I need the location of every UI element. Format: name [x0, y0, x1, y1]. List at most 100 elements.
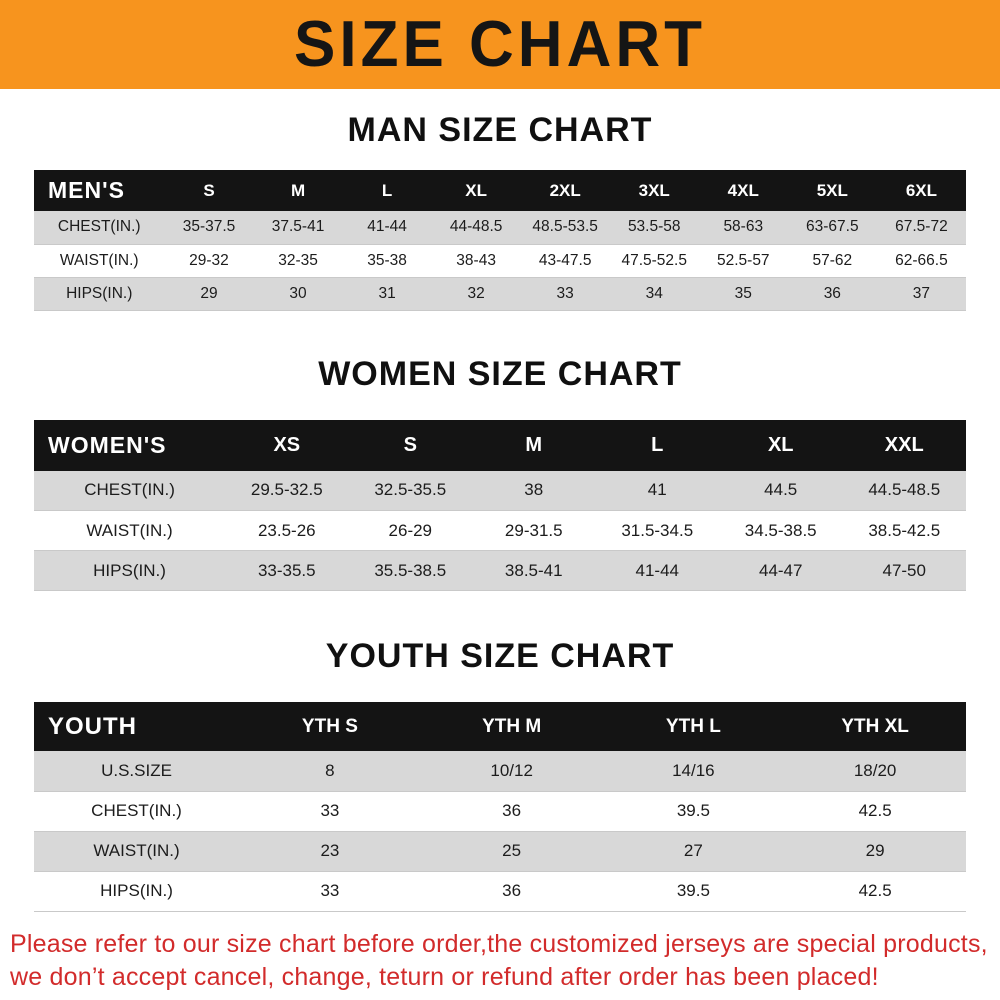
size-column-header: XS — [273, 433, 301, 456]
youth-section-heading: YOUTH SIZE CHART — [325, 637, 675, 675]
size-value-cell: 14/16 — [672, 760, 715, 780]
size-value-cell: 35-37.5 — [182, 218, 236, 236]
size-value-cell: 36 — [502, 881, 522, 900]
size-value-cell: 31.5-34.5 — [621, 520, 694, 540]
row-label-cell: HIPS(IN.) — [93, 560, 166, 580]
size-value-cell: 42.5 — [858, 801, 892, 820]
size-column-header: 6XL — [905, 180, 938, 200]
table-title-cell: YOUTH — [48, 712, 137, 740]
size-value-cell: 10/12 — [490, 760, 533, 780]
size-value-cell: 35.5-38.5 — [374, 560, 447, 580]
size-value-cell: 41 — [647, 480, 667, 500]
size-column-header: 4XL — [727, 180, 759, 200]
table-header-row: YOUTH YTH S YTH M YTH L YTH XL — [34, 702, 966, 751]
size-value-cell: 52.5-57 — [716, 251, 770, 269]
table-header-row: WOMEN'S XS S M L XL XXL — [34, 419, 966, 471]
size-value-cell: 36 — [823, 284, 841, 302]
size-value-cell: 25 — [502, 841, 522, 860]
size-value-cell: 8 — [325, 760, 335, 780]
size-column-header: S — [403, 433, 417, 456]
size-column-header: M — [290, 180, 306, 200]
size-value-cell: 27 — [683, 841, 703, 860]
table-row: HIPS(IN.) 33-35.5 35.5-38.5 38.5-41 41-44 44-… — [34, 550, 966, 591]
size-column-header: 3XL — [638, 180, 670, 200]
order-policy-line-1: Please refer to our size chart before or… — [10, 929, 988, 958]
size-value-cell: 38.5-42.5 — [868, 520, 941, 540]
size-value-cell: 63-67.5 — [806, 218, 859, 236]
size-value-cell: 41-44 — [367, 218, 407, 236]
size-value-cell: 32-35 — [278, 251, 318, 269]
man-section-heading: MAN SIZE CHART — [347, 111, 653, 149]
table-title-cell: WOMEN'S — [48, 431, 167, 458]
row-label-cell: CHEST(IN.) — [91, 801, 182, 820]
youth-size-section: YOUTH SIZE CHART YOUTH YTH S YTH M YTH L YTH… — [0, 637, 1000, 912]
size-value-cell: 67.5-72 — [895, 218, 948, 236]
size-value-cell: 32.5-35.5 — [374, 480, 447, 500]
table-row: WAIST(IN.) 29-32 32-35 35-38 38-43 43-47.5 47.… — [34, 244, 966, 277]
size-value-cell: 44.5-48.5 — [868, 480, 941, 500]
size-value-cell: 35-38 — [367, 251, 407, 269]
size-value-cell: 44-48.5 — [449, 218, 503, 236]
size-value-cell: 30 — [289, 284, 307, 302]
size-value-cell: 41-44 — [635, 560, 679, 580]
size-chart-content: MAN SIZE CHART MEN'S S M L XL 2XL 3XL 4XL 5XL 6XL… — [0, 111, 1000, 995]
size-value-cell: 43-47.5 — [538, 251, 592, 269]
size-value-cell: 18/20 — [853, 760, 897, 780]
size-value-cell: 29-32 — [189, 251, 229, 269]
size-column-header: L — [651, 433, 664, 456]
size-value-cell: 62-66.5 — [895, 251, 948, 269]
banner-title: SIZE CHART — [294, 8, 706, 81]
size-column-header: YTH S — [301, 715, 358, 737]
row-label-cell: WAIST(IN.) — [86, 520, 173, 540]
table-title-cell: MEN'S — [48, 177, 125, 203]
row-label-cell: WAIST(IN.) — [93, 841, 180, 860]
youth-size-table: YOUTH YTH S YTH M YTH L YTH XL U.S.SIZE 8 10/12… — [34, 702, 966, 912]
size-value-cell: 53.5-58 — [627, 218, 681, 236]
size-value-cell: 33 — [320, 801, 340, 820]
size-value-cell: 32 — [467, 284, 485, 302]
size-value-cell: 57-62 — [812, 251, 853, 269]
size-column-header: L — [381, 180, 393, 200]
size-value-cell: 23.5-26 — [257, 520, 316, 540]
size-value-cell: 34 — [645, 284, 663, 302]
size-column-header: M — [525, 433, 543, 456]
table-row: CHEST(IN.) 35-37.5 37.5-41 41-44 44-48.5 48.5… — [34, 211, 966, 244]
size-value-cell: 31 — [378, 284, 396, 302]
size-value-cell: 38 — [524, 480, 544, 500]
size-value-cell: 29-31.5 — [504, 520, 563, 540]
table-row: HIPS(IN.) 29 30 31 32 33 34 35 36 37 — [34, 277, 966, 310]
size-column-header: YTH M — [482, 715, 542, 737]
size-value-cell: 42.5 — [858, 881, 892, 900]
size-value-cell: 29 — [865, 841, 885, 860]
row-label-cell: U.S.SIZE — [101, 760, 172, 780]
size-value-cell: 26-29 — [388, 520, 433, 540]
size-value-cell: 38.5-41 — [504, 560, 563, 580]
size-value-cell: 37 — [912, 284, 931, 302]
women-size-section: WOMEN SIZE CHART WOMEN'S XS S M L XL XXL CHEST(… — [0, 355, 1000, 592]
row-label-cell: CHEST(IN.) — [57, 218, 141, 236]
size-column-header: S — [203, 180, 215, 200]
size-column-header: YTH XL — [841, 715, 909, 737]
man-size-table: MEN'S S M L XL 2XL 3XL 4XL 5XL 6XL CHEST(IN.) 35-37… — [34, 170, 966, 311]
size-value-cell: 39.5 — [676, 801, 710, 820]
table-row: WAIST(IN.) 23.5-26 26-29 29-31.5 31.5-34.5 34… — [34, 510, 966, 551]
size-value-cell: 44-47 — [758, 560, 803, 580]
size-value-cell: 35 — [734, 284, 752, 302]
size-value-cell: 38-43 — [456, 251, 496, 269]
table-row: HIPS(IN.) 33 36 39.5 42.5 — [34, 871, 966, 911]
table-row: CHEST(IN.) 29.5-32.5 32.5-35.5 38 41 44.5 44.5… — [34, 470, 966, 511]
table-row: CHEST(IN.) 33 36 39.5 42.5 — [34, 791, 966, 831]
row-label-cell: CHEST(IN.) — [84, 480, 175, 500]
size-value-cell: 44.5 — [764, 480, 798, 500]
table-header-row: MEN'S S M L XL 2XL 3XL 4XL 5XL 6XL — [34, 170, 966, 211]
row-label-cell: HIPS(IN.) — [66, 284, 133, 302]
size-value-cell: 47-50 — [882, 560, 926, 580]
size-value-cell: 37.5-41 — [271, 218, 325, 236]
size-value-cell: 33 — [556, 284, 574, 302]
size-value-cell: 47.5-52.5 — [621, 251, 687, 269]
order-policy-line-2: we don’t accept cancel, change, teturn o… — [10, 963, 879, 992]
size-column-header: YTH L — [665, 715, 721, 737]
size-chart-banner: SIZE CHART — [0, 0, 1000, 89]
size-value-cell: 58-63 — [723, 218, 764, 236]
size-value-cell: 36 — [502, 801, 522, 820]
